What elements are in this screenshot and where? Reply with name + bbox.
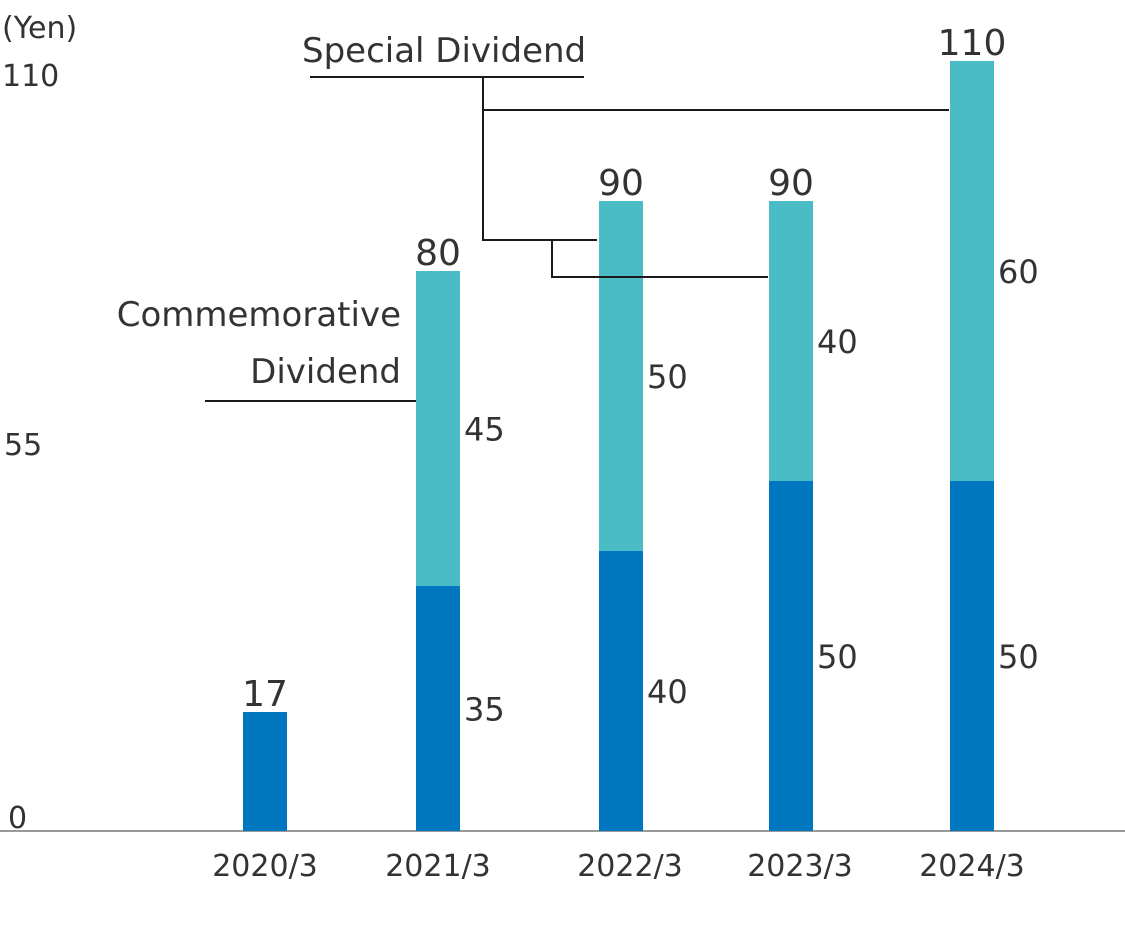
bar-base-2020-3 (243, 712, 287, 831)
bar-base-2024-3 (950, 481, 994, 831)
x-tick-2023-3: 2023/3 (747, 849, 853, 884)
segment-label-base-2023-3: 50 (817, 638, 858, 676)
bar-base-2022-3 (599, 551, 643, 831)
bars-group (243, 61, 994, 831)
total-label-2020-3: 17 (242, 674, 288, 715)
total-label-2024-3: 110 (938, 23, 1007, 64)
y-tick-55: 55 (4, 428, 42, 463)
segment-label-extra-2024-3: 60 (998, 253, 1039, 291)
x-axis-labels: 2020/3 2021/3 2022/3 2023/3 2024/3 (212, 849, 1025, 884)
y-tick-0: 0 (8, 801, 27, 836)
y-axis-labels: (Yen) 110 55 0 (2, 11, 77, 836)
segment-label-base-2024-3: 50 (998, 638, 1039, 676)
total-label-2022-3: 90 (598, 163, 644, 204)
bar-extra-2024-3 (950, 61, 994, 481)
x-tick-2022-3: 2022/3 (577, 849, 683, 884)
total-label-2023-3: 90 (768, 163, 814, 204)
bar-extra-2022-3 (599, 201, 643, 551)
special-dividend-leader (310, 76, 949, 278)
bar-base-2021-3 (416, 586, 460, 831)
segment-label-extra-2023-3: 40 (817, 323, 858, 361)
x-tick-2024-3: 2024/3 (919, 849, 1025, 884)
special-dividend-annotation: Special Dividend (302, 31, 949, 278)
segment-label-extra-2021-3: 45 (464, 411, 505, 449)
bar-labels-group: 17 35 45 80 40 50 90 50 40 90 50 60 110 (242, 23, 1039, 729)
y-unit-label: (Yen) (2, 11, 77, 46)
segment-label-base-2022-3: 40 (647, 673, 688, 711)
commemorative-label-line1: Commemorative (117, 295, 401, 335)
commemorative-dividend-annotation: Commemorative Dividend (117, 295, 416, 402)
bar-extra-2023-3 (769, 201, 813, 481)
bar-extra-2021-3 (416, 271, 460, 586)
total-label-2021-3: 80 (415, 233, 461, 274)
x-tick-2020-3: 2020/3 (212, 849, 318, 884)
x-tick-2021-3: 2021/3 (385, 849, 491, 884)
segment-label-extra-2022-3: 50 (647, 358, 688, 396)
special-dividend-label: Special Dividend (302, 31, 586, 71)
commemorative-label-line2: Dividend (250, 352, 401, 392)
y-tick-110: 110 (2, 59, 59, 94)
bar-base-2023-3 (769, 481, 813, 831)
segment-label-base-2021-3: 35 (464, 691, 505, 729)
